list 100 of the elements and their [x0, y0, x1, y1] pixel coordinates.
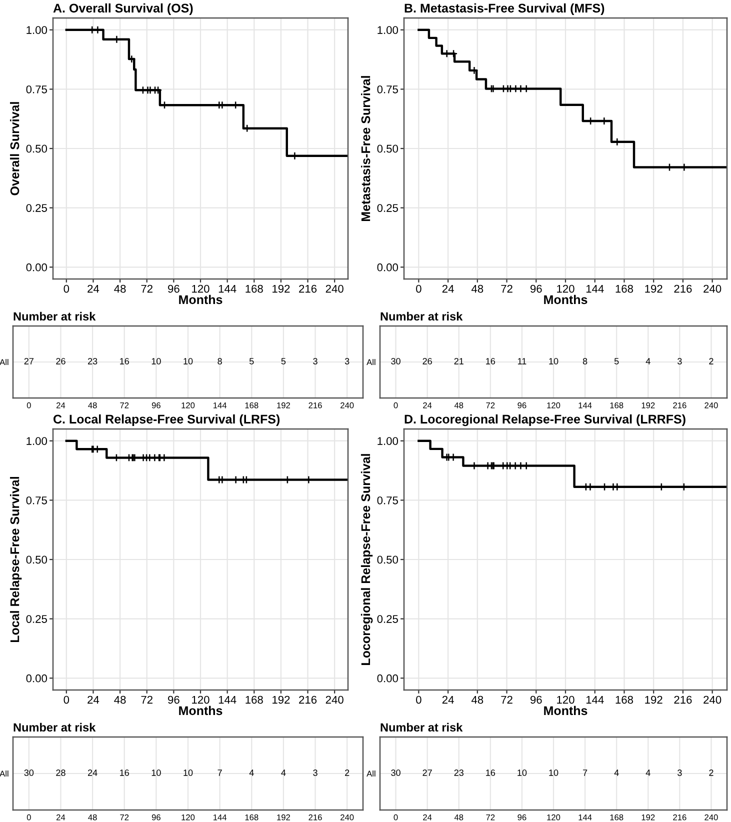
data-label: 10	[184, 770, 193, 776]
x-tick-label: 0	[394, 814, 398, 820]
data-label: 30	[391, 770, 400, 776]
x-tick-label: 72	[120, 814, 129, 820]
chart-title: D. Locoregional Relapse-Free Survival (LRRFS)	[404, 414, 686, 426]
data-label: 16	[486, 770, 496, 776]
y-axis-title: Metastasis-Free Survival	[361, 76, 370, 221]
x-axis-title: Months	[179, 706, 222, 716]
x-tick-label: 144	[214, 402, 227, 408]
x-tick-label: 144	[578, 814, 592, 820]
y-tick-label: 0.75	[26, 85, 47, 94]
x-tick-label: 120	[182, 814, 195, 820]
y-axis-title: Overall Survival	[10, 102, 20, 196]
data-label: 10	[549, 358, 558, 364]
x-tick-label: 72	[501, 284, 512, 293]
point	[128, 54, 136, 64]
chart-title: C. Local Relapse-Free Survival (LRFS)	[54, 414, 280, 426]
data-label: 8	[218, 358, 222, 364]
x-tick-label: 216	[299, 284, 317, 293]
x-tick-label: 240	[340, 402, 354, 408]
x-tick-label: 120	[182, 402, 195, 408]
x-tick-label: 168	[610, 402, 624, 408]
x-tick-label: 48	[88, 814, 97, 820]
data-label: 28	[56, 770, 66, 776]
y-tick-label: 0.50	[26, 556, 48, 564]
y-tick-label: 0.50	[26, 144, 48, 153]
x-tick-label: 48	[114, 284, 126, 293]
x-tick-label: 0	[394, 402, 398, 408]
data-label: 16	[486, 358, 496, 364]
x-tick-label: 120	[192, 696, 210, 704]
x-tick-label: 216	[673, 402, 686, 408]
data-label: 5	[281, 358, 286, 364]
data-label: 10	[152, 358, 161, 364]
x-tick-label: 192	[645, 696, 662, 704]
data-label: 8	[582, 358, 588, 364]
y-tick-label: 1.00	[378, 26, 398, 34]
data-label: 4	[646, 770, 650, 776]
x-axis-title: Months	[544, 706, 588, 716]
x-tick-label: 168	[246, 696, 263, 704]
x-tick-label: 0	[26, 814, 31, 820]
x-tick-label: 24	[423, 814, 432, 820]
data-label: 26	[56, 358, 66, 364]
x-tick-label: 24	[56, 402, 66, 408]
x-tick-label: 168	[245, 402, 258, 408]
y-tick-label: 0.25	[26, 204, 47, 212]
x-tick-label: 216	[674, 696, 692, 704]
y-tick-label: 0.50	[377, 144, 398, 153]
x-tick-label: 24	[423, 402, 432, 408]
data-label: 30	[24, 770, 34, 776]
x-tick-label: 168	[610, 814, 624, 820]
x-tick-label: 96	[152, 814, 160, 820]
chart-title: Number at risk	[14, 722, 96, 732]
x-tick-label: 24	[442, 696, 454, 704]
data-label: 16	[120, 770, 129, 776]
x-tick-label: 216	[308, 814, 322, 820]
y-tick-label: All	[366, 358, 376, 366]
x-tick-label: 168	[616, 696, 634, 704]
data-label: 11	[518, 358, 526, 364]
y-tick-label: 0.00	[26, 263, 48, 272]
x-tick-label: 216	[299, 696, 317, 704]
x-tick-label: 144	[586, 696, 604, 704]
x-tick-label: 144	[218, 696, 236, 704]
y-tick-label: 1.00	[378, 437, 398, 445]
x-tick-label: 72	[120, 402, 129, 408]
y-tick-label: 0.50	[377, 556, 398, 564]
data-label: 3	[344, 358, 350, 364]
data-label: 3	[313, 770, 318, 776]
y-tick-label: 1.00	[26, 26, 48, 34]
x-tick-label: 72	[501, 696, 512, 704]
x-tick-label: 192	[272, 696, 290, 704]
x-tick-label: 0	[416, 284, 422, 293]
x-tick-label: 168	[245, 814, 258, 820]
data-label: 23	[88, 358, 98, 364]
x-tick-label: 24	[88, 284, 100, 293]
x-tick-label: 48	[471, 696, 484, 704]
x-tick-label: 144	[218, 284, 236, 293]
chart-title: Number at risk	[380, 722, 463, 732]
data-label: 10	[184, 358, 193, 364]
y-tick-label: 0.25	[377, 615, 398, 623]
data-label: 7	[218, 770, 222, 776]
x-tick-label: 240	[704, 814, 718, 820]
y-tick-label: 0.00	[377, 263, 398, 272]
x-tick-label: 120	[557, 284, 574, 293]
x-tick-label: 96	[168, 284, 180, 293]
x-tick-label: 240	[704, 402, 718, 408]
data-label: 3	[313, 358, 318, 364]
data-label: 26	[422, 358, 432, 364]
x-tick-label: 96	[530, 284, 542, 293]
x-axis-title: Months	[544, 294, 588, 304]
y-tick-label: All	[0, 770, 8, 777]
data-label: 10	[152, 770, 161, 776]
x-tick-label: 144	[214, 814, 227, 820]
x-tick-label: 120	[192, 284, 210, 293]
y-tick-label: 0.00	[377, 674, 398, 682]
data-label: 27	[422, 770, 432, 776]
data-label: 5	[249, 358, 254, 364]
y-tick-label: 1.00	[26, 437, 48, 445]
x-tick-label: 120	[547, 402, 560, 408]
data-label: 23	[454, 770, 464, 776]
x-tick-label: 48	[454, 402, 464, 408]
